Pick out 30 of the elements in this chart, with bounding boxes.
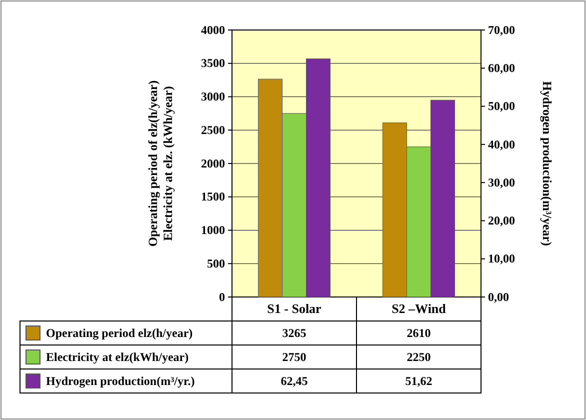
y2-tick-label: 20,00	[488, 214, 515, 228]
y-tick-label: 2500	[201, 122, 225, 137]
legend-label: Operating period elz(h/year)	[46, 326, 193, 340]
x-tick-label: S2 –Wind	[392, 301, 447, 316]
data-label: 2750	[282, 350, 306, 364]
y2-axis-title: Hydrogen production(m³/year)	[540, 81, 554, 246]
y2-tick-label: 0,00	[488, 290, 509, 304]
y2-tick-label: 40,00	[488, 137, 515, 152]
legend-label: Hydrogen production(m³/yr.)	[46, 374, 195, 388]
y-tick-label: 0	[219, 290, 225, 304]
y-tick-label: 3000	[201, 90, 225, 104]
y2-tick-label: 30,00	[488, 175, 515, 190]
y2-tick-label: 50,00	[488, 99, 515, 114]
data-label: 2250	[406, 350, 431, 364]
y-tick-label: 4000	[201, 22, 225, 37]
y-tick-label: 2000	[201, 156, 225, 170]
y-tick-label: 3500	[201, 56, 225, 70]
y-tick-label: 1000	[201, 223, 225, 238]
y2-tick-label: 60,00	[488, 60, 515, 75]
y-tick-label: 1500	[201, 190, 225, 204]
y-axis-title: Operating period of elz(h/year) Electricity at elz. (kWh/year)	[146, 80, 175, 247]
data-label: 62,45	[280, 374, 308, 388]
legend-label: Electricity at elz(kWh/year)	[46, 350, 189, 364]
y2-tick-label: 10,00	[488, 252, 515, 266]
data-label: 3265	[282, 326, 306, 340]
y2-tick-label: 70,00	[488, 22, 515, 37]
data-label: 2610	[406, 326, 431, 340]
data-label: 51,62	[405, 374, 432, 388]
y-tick-label: 500	[207, 256, 225, 270]
x-tick-label: S1 - Solar	[267, 301, 322, 316]
